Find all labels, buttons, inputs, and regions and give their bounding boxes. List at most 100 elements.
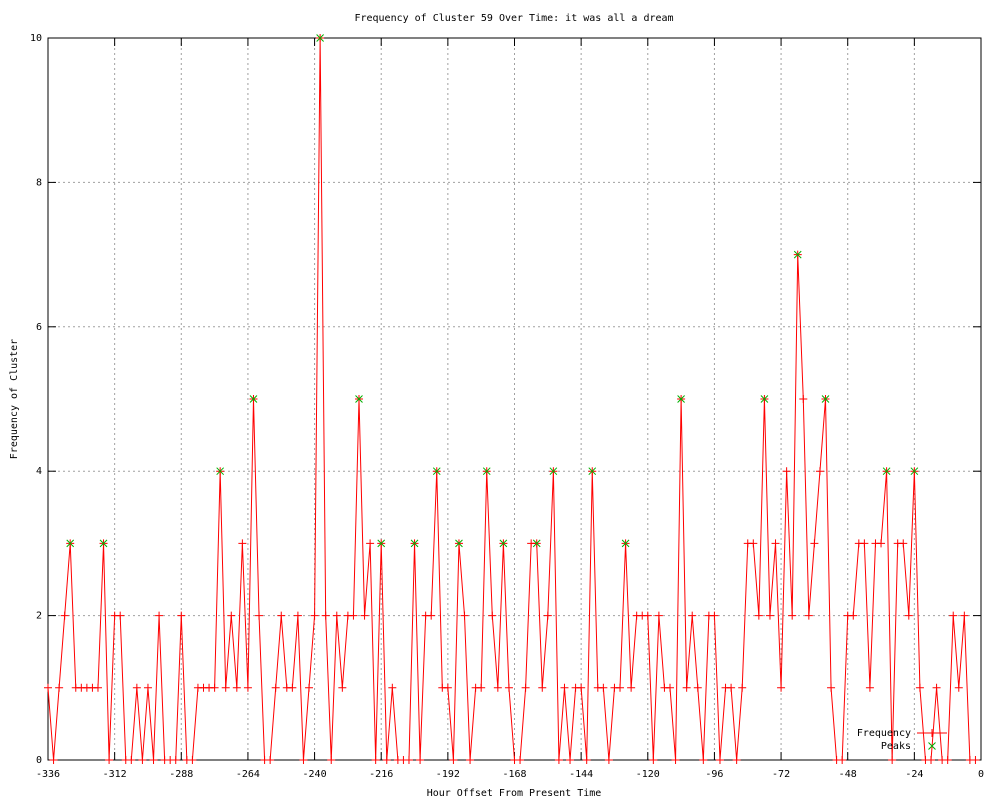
data-point [271,683,280,692]
x-tick-label: -168 [502,769,526,780]
data-point [171,756,180,764]
x-tick-label: -24 [905,769,923,780]
data-point [560,683,569,692]
data-point [599,683,608,692]
data-point [682,683,691,692]
data-point [482,467,491,476]
data-point [132,683,141,692]
data-point [532,539,541,548]
data-point [44,683,52,692]
data-point [621,539,630,548]
data-point [521,683,530,692]
data-point [349,611,358,620]
data-point [910,467,919,476]
data-point [338,683,347,692]
data-point [771,539,780,548]
data-point [971,756,980,764]
data-point [799,395,808,403]
data-point [293,611,302,620]
data-point [943,756,952,764]
legend-label: Peaks [881,741,911,752]
y-tick-label: 6 [36,322,42,333]
data-point [677,395,685,403]
data-point [449,756,458,764]
x-tick-label: -264 [236,769,260,780]
data-point [499,539,508,548]
legend-label: Frequency [857,728,911,739]
data-point [732,756,741,764]
x-tick-label: -192 [436,769,460,780]
data-point [504,683,513,692]
data-point [927,756,936,764]
data-point [954,683,963,692]
data-point [782,467,791,476]
data-point [827,683,836,692]
data-point [643,611,652,620]
data-point [949,611,958,620]
x-tick-label: 0 [978,769,984,780]
data-point [232,683,241,692]
data-point [788,611,797,620]
data-point [305,683,314,692]
data-point [99,539,108,548]
data-point [432,467,441,476]
legend-swatch [928,729,936,737]
data-point [460,611,469,620]
x-tick-label: -48 [839,769,857,780]
data-point [760,395,769,403]
data-point [710,611,719,620]
data-point [754,611,763,620]
data-point [849,611,858,620]
data-point [865,683,874,692]
data-point [310,611,319,620]
data-point [455,539,463,548]
data-point [288,683,297,692]
data-point [693,683,702,692]
data-point [221,683,230,692]
x-tick-label: -288 [169,769,193,780]
data-point [627,683,636,692]
data-point [188,756,197,764]
data-point [355,395,363,403]
data-point [149,756,158,764]
x-tick-label: -312 [103,769,127,780]
data-point [371,756,380,764]
data-point [477,683,486,692]
data-point [543,611,552,620]
data-point [360,611,369,620]
data-point [538,683,547,692]
data-point [105,756,114,764]
chart-title: Frequency of Cluster 59 Over Time: it wa… [354,13,673,24]
data-point [549,467,558,476]
data-point [427,611,436,620]
data-point [249,395,258,403]
data-point [388,683,397,692]
data-point [382,756,391,764]
data-point [143,683,152,692]
data-point [255,611,264,620]
data-point [416,756,425,764]
data-point [138,756,147,764]
y-tick-label: 10 [30,33,42,44]
data-point [488,611,497,620]
data-point [749,539,758,548]
data-point [654,611,663,620]
data-point [616,683,625,692]
data-point [493,683,502,692]
data-point [932,683,941,692]
data-point [93,683,102,692]
data-point [266,756,275,764]
data-point [838,756,847,764]
x-tick-label: -144 [569,769,593,780]
data-point [688,611,697,620]
data-point [715,756,724,764]
data-point [727,683,736,692]
data-point [566,756,575,764]
data-point [699,756,708,764]
data-point [793,250,802,259]
data-point [238,539,247,548]
data-point [116,611,125,620]
data-point [216,467,225,476]
